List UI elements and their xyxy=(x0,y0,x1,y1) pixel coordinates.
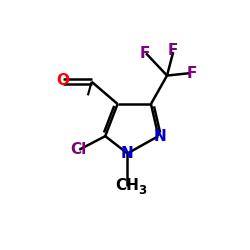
Text: N: N xyxy=(121,146,134,161)
Text: F: F xyxy=(168,43,178,58)
Text: F: F xyxy=(140,46,150,61)
Text: N: N xyxy=(153,128,166,144)
Text: 3: 3 xyxy=(138,184,146,196)
Text: Cl: Cl xyxy=(70,142,86,157)
Text: O: O xyxy=(57,73,70,88)
Text: CH: CH xyxy=(116,178,140,193)
Text: F: F xyxy=(186,66,197,80)
